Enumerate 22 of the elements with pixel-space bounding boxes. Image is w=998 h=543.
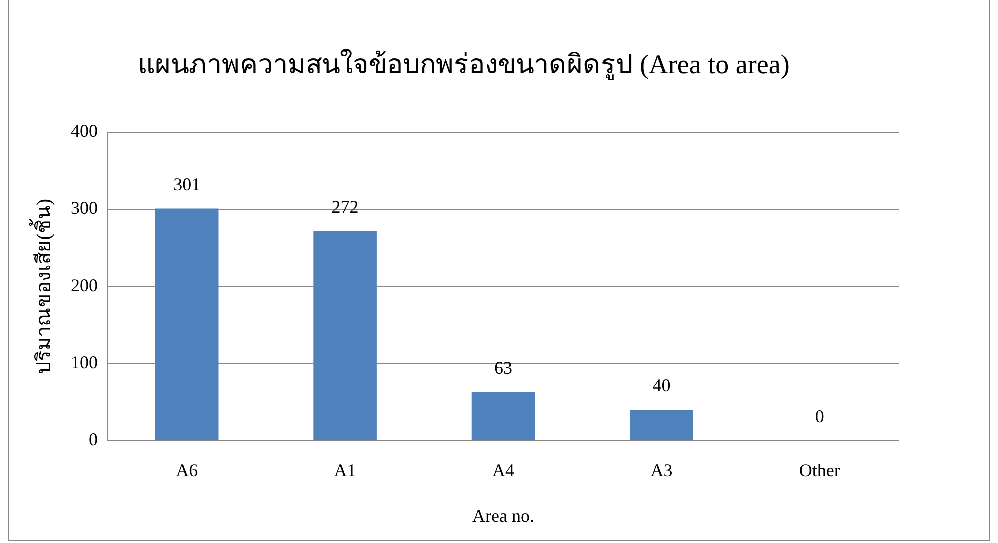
- bar: [472, 392, 536, 440]
- x-tick-label: A4: [492, 460, 514, 480]
- chart-title: แผนภาพความสนใจข้อบกพร่องขนาดผิดรูป (Area to area): [138, 48, 790, 80]
- bar: [630, 410, 694, 440]
- y-tick-label: 200: [71, 275, 98, 296]
- data-label: 0: [815, 406, 824, 427]
- x-axis-title: Area no.: [472, 506, 534, 526]
- y-tick-label: 0: [89, 430, 98, 450]
- x-tick-label: A6: [176, 460, 198, 480]
- data-label: 40: [652, 376, 671, 396]
- bar: [155, 208, 219, 440]
- y-axis-title: ปริมาณของเสีย(ชิ้น): [29, 198, 56, 374]
- x-tick-label: Other: [799, 460, 840, 480]
- x-tick-label: A1: [334, 460, 356, 480]
- data-label: 63: [494, 358, 512, 378]
- y-tick-label: 400: [71, 121, 98, 142]
- data-label: 272: [332, 196, 359, 217]
- bar: [314, 231, 377, 440]
- y-tick-label: 100: [71, 352, 98, 372]
- y-tick-label: 300: [71, 198, 98, 218]
- x-tick-label: A3: [650, 460, 673, 480]
- data-label: 301: [174, 174, 201, 194]
